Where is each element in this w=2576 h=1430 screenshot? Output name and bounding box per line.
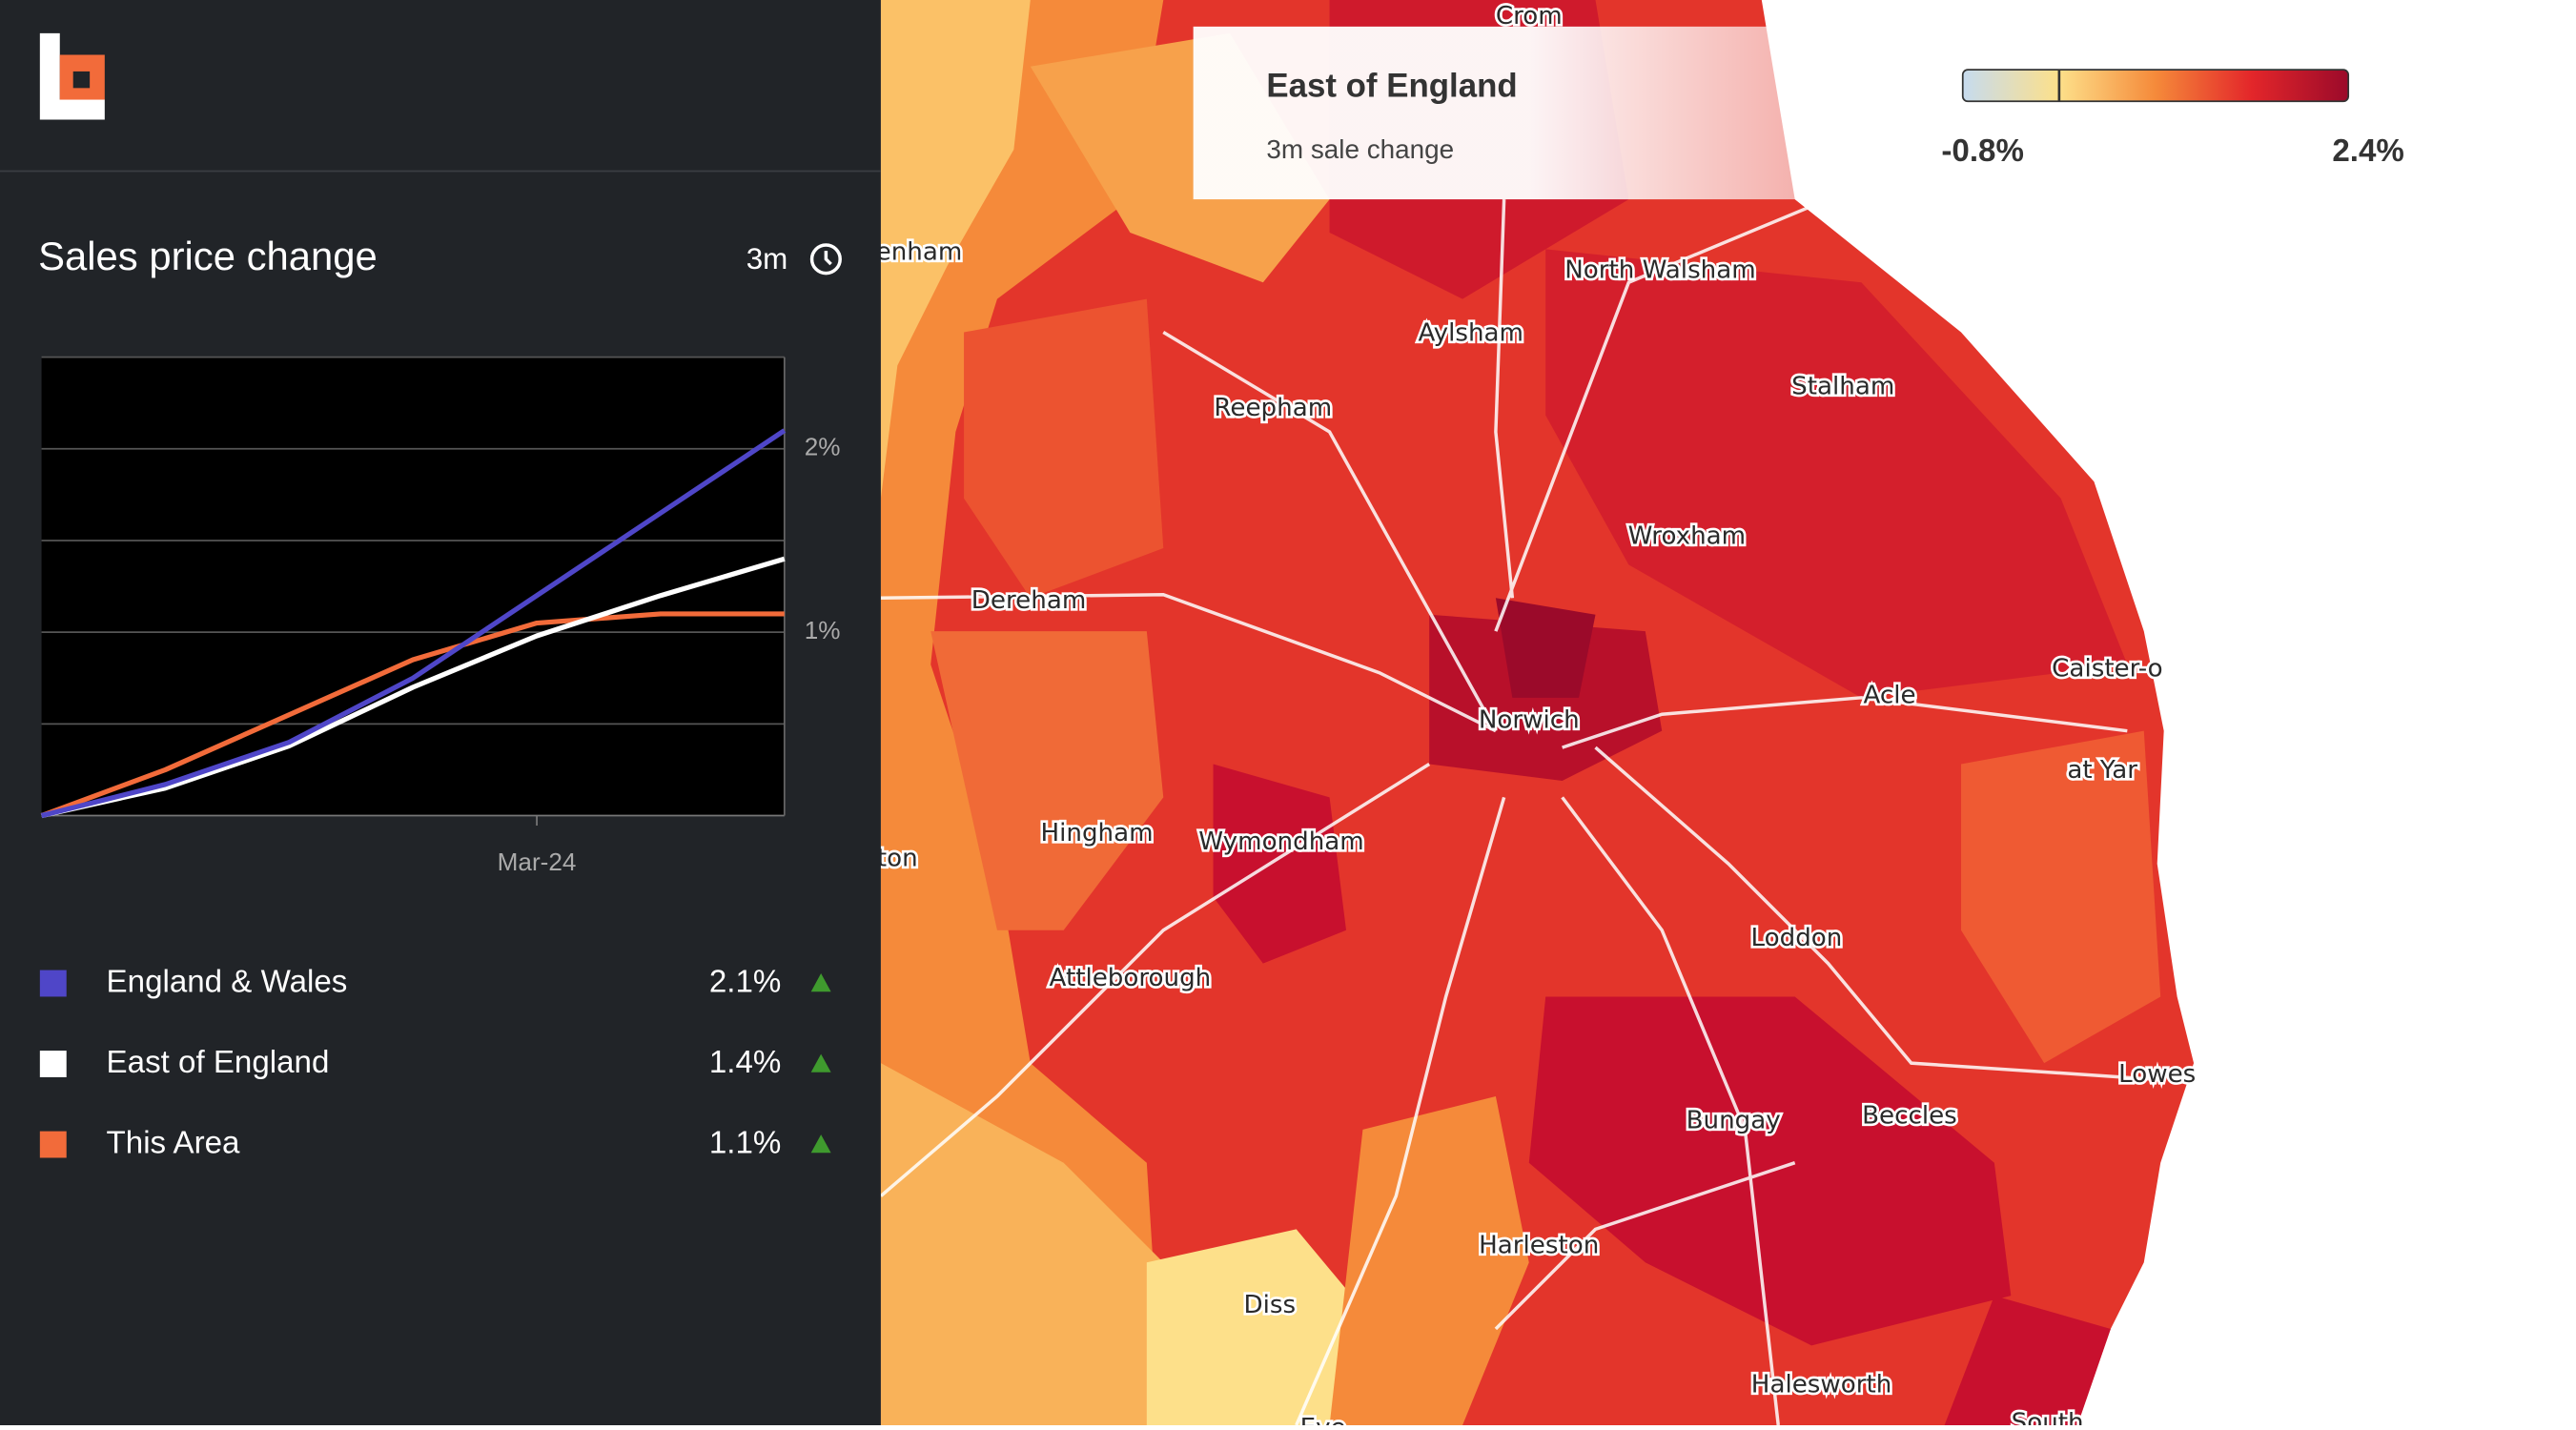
roads xyxy=(879,197,2161,1426)
change-value: 1.4% xyxy=(709,1045,781,1080)
region xyxy=(1146,1229,1397,1425)
region xyxy=(1961,730,2161,1064)
x-tick-label: Mar-24 xyxy=(498,848,577,876)
region xyxy=(1545,249,2128,698)
place-label: Hingham xyxy=(1040,819,1153,848)
region xyxy=(1213,764,1347,964)
place-label: South xyxy=(2012,1409,2084,1425)
scale-label: 2.4% xyxy=(2332,133,2403,169)
trend-arrow xyxy=(810,1053,831,1072)
plot-area xyxy=(41,357,785,816)
trend-arrow xyxy=(810,1134,831,1154)
place-label: Crom xyxy=(1496,2,1563,31)
place-label: Lowes xyxy=(2118,1060,2196,1089)
region xyxy=(880,0,1031,499)
scale-label: -0.8% xyxy=(1941,133,2024,169)
place-label: Reepham xyxy=(1214,394,1332,422)
legend-label: England & Wales xyxy=(107,964,348,999)
series-line xyxy=(40,611,785,818)
place-label: Stalham xyxy=(1791,372,1894,400)
info-card xyxy=(1193,26,1809,200)
place-label: Diss xyxy=(1244,1291,1297,1319)
trend-arrow xyxy=(810,973,831,992)
place-label: Attleborough xyxy=(1050,964,1212,992)
place-label: Aylsham xyxy=(1419,319,1523,348)
change-value: 1.1% xyxy=(709,1125,781,1160)
legend: England & Wales 2.1% East of England 1.4% Th… xyxy=(39,964,831,1160)
place-label: Beccles xyxy=(1862,1101,1957,1130)
place-label: Norwich xyxy=(1479,706,1580,735)
color-scale: -0.8% 2.4% xyxy=(1941,69,2404,169)
period[interactable]: 3m xyxy=(746,242,788,276)
map[interactable]: Crom enham North Walsham Aylsham Reepham Stal… xyxy=(873,0,2576,1430)
legend-label: East of England xyxy=(107,1045,330,1080)
place-label: at Yar xyxy=(2067,756,2137,785)
place-label: Dereham xyxy=(971,586,1086,615)
place-label: North Walsham xyxy=(1564,256,1755,285)
place-label: enham xyxy=(876,237,963,266)
y-tick-label: 2% xyxy=(805,433,841,461)
region xyxy=(930,631,1164,930)
place-label: Halesworth xyxy=(1751,1371,1892,1399)
clock-icon[interactable] xyxy=(809,243,842,276)
line-chart: 1% 2% Mar-24 xyxy=(40,356,841,876)
region xyxy=(964,298,1164,599)
change-value: 2.1% xyxy=(709,964,781,999)
series-line xyxy=(41,556,786,819)
sidebar-title: Sales price change xyxy=(38,234,378,278)
region xyxy=(880,1063,1197,1425)
place-label: Bungay xyxy=(1687,1107,1781,1135)
card-subtitle: 3m sale change xyxy=(1266,134,1454,164)
place-label: Wymondham xyxy=(1198,827,1363,856)
place-label: Wroxham xyxy=(1628,521,1747,550)
legend-label: This Area xyxy=(107,1125,240,1160)
place-label: Loddon xyxy=(1751,924,1843,952)
card-title: East of England xyxy=(1266,68,1517,105)
place-label: Caister-o xyxy=(2052,655,2162,684)
place-label: Harleston xyxy=(1479,1231,1599,1259)
color-bar xyxy=(1961,69,2350,103)
logo[interactable] xyxy=(39,32,105,120)
y-tick-label: 1% xyxy=(805,616,841,644)
series-line xyxy=(40,428,787,819)
place-label: Acle xyxy=(1863,682,1915,710)
region xyxy=(1329,1096,1529,1425)
legend-swatch xyxy=(39,1051,67,1077)
region xyxy=(1944,1296,2111,1425)
region xyxy=(880,0,1164,1425)
legend-swatch xyxy=(39,1131,67,1158)
legend-swatch xyxy=(39,970,67,997)
region xyxy=(1495,598,1596,698)
place-label: Eye xyxy=(1300,1414,1346,1425)
place-label: ton xyxy=(877,844,918,872)
